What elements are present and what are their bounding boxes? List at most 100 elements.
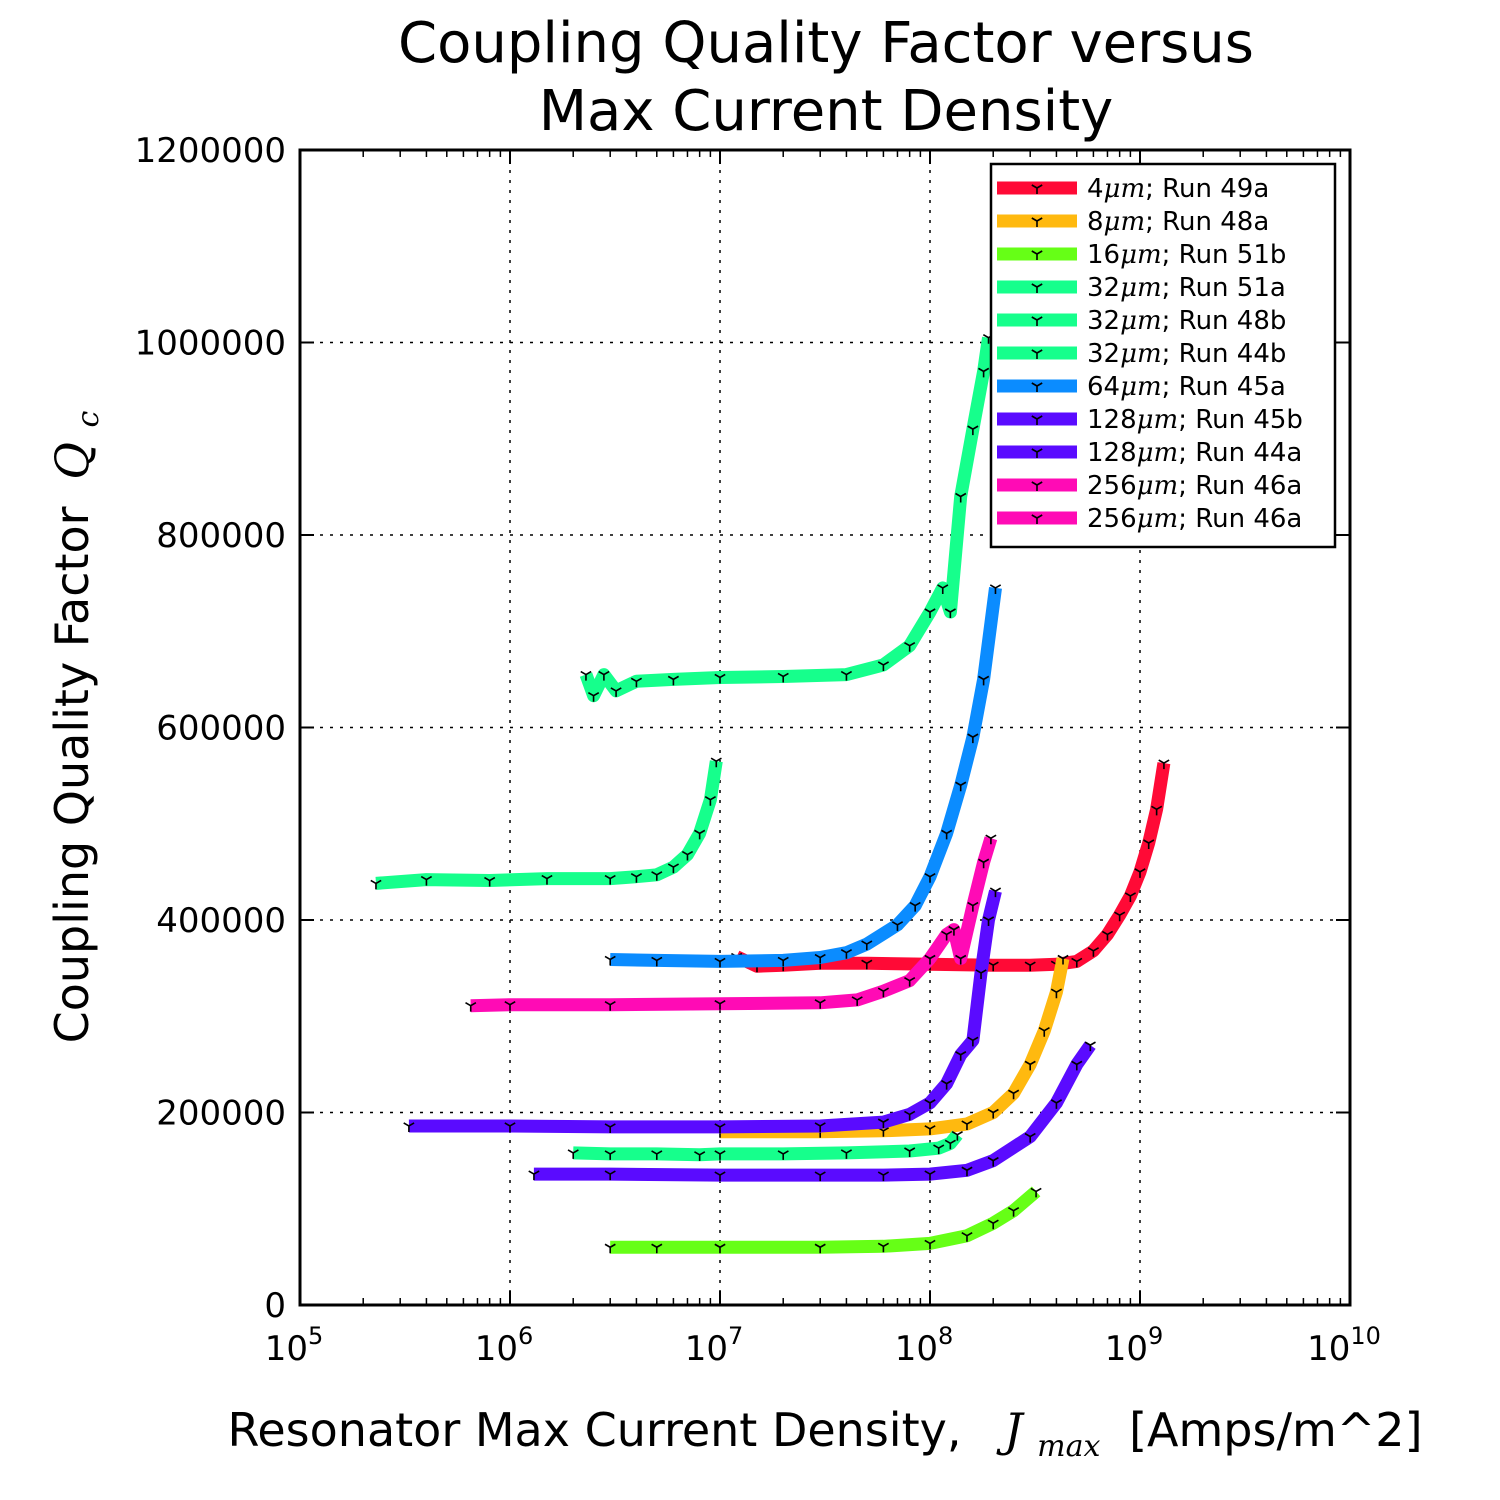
legend-label: 256μm; Run 46a <box>1087 504 1302 534</box>
legend-size: 4 <box>1087 174 1104 204</box>
series-5 <box>370 757 723 890</box>
data-point <box>1050 1099 1063 1109</box>
legend-size: 32 <box>1087 273 1120 303</box>
data-point <box>541 874 553 885</box>
legend-label: 32μm; Run 44b <box>1087 339 1286 369</box>
data-point <box>978 858 990 869</box>
legend-marker <box>1031 514 1043 524</box>
data-point <box>604 1150 616 1160</box>
legend-run: ; Run 44b <box>1162 339 1287 369</box>
legend-marker <box>1031 316 1043 326</box>
data-point <box>814 1122 826 1132</box>
y-axis-label: Coupling Quality Factor Q c <box>45 410 106 1043</box>
data-point <box>1114 911 1126 922</box>
data-point <box>1024 961 1036 972</box>
data-point <box>924 1239 936 1250</box>
data-point <box>987 1108 999 1119</box>
data-point <box>1151 805 1163 816</box>
legend-entry: 32μm; Run 48b <box>997 306 1286 336</box>
series-9 <box>528 1041 1096 1182</box>
data-point <box>987 1219 999 1230</box>
data-point <box>714 1171 726 1182</box>
data-point <box>604 874 616 885</box>
series-line <box>408 889 1002 1134</box>
legend-unit: μm <box>1120 306 1162 336</box>
series-line <box>579 336 995 703</box>
data-point <box>604 1123 616 1133</box>
x-tick-exponent: 7 <box>728 1322 743 1350</box>
data-point <box>1030 1187 1042 1198</box>
data-point <box>877 1171 890 1182</box>
data-point <box>924 1170 936 1181</box>
data-point <box>630 872 643 883</box>
data-point <box>975 969 987 979</box>
series-10 <box>465 834 998 1013</box>
data-point <box>951 1130 963 1141</box>
data-point <box>714 1150 726 1160</box>
data-point <box>694 1151 706 1161</box>
series-line <box>470 836 998 1013</box>
data-point <box>904 976 916 987</box>
x-tick-base: 10 <box>1105 1329 1148 1369</box>
data-point <box>840 1149 853 1159</box>
data-point <box>961 1120 973 1131</box>
legend-size: 128 <box>1087 438 1137 468</box>
data-point <box>1024 1060 1036 1071</box>
x-tick-base: 10 <box>475 1329 518 1369</box>
x-axis-label: Resonator Max Current Density, J max [Am… <box>227 1403 1422 1467</box>
legend-entry: 64μm; Run 45a <box>997 372 1286 402</box>
x-tick-base: 10 <box>685 1329 728 1369</box>
data-point <box>1007 1206 1020 1217</box>
y-axis-label-text: Coupling Quality Factor <box>45 506 99 1043</box>
data-point <box>987 1156 999 1167</box>
data-point <box>714 957 726 968</box>
legend-entry: 128μm; Run 45b <box>997 405 1303 435</box>
legend-unit: μm <box>1137 504 1179 534</box>
data-point <box>651 1243 663 1254</box>
legend-run: ; Run 48a <box>1145 207 1269 237</box>
legend-unit: μm <box>1137 405 1179 435</box>
legend-entry: 256μm; Run 46a <box>997 471 1302 501</box>
data-point <box>777 956 789 967</box>
data-point <box>924 1125 936 1135</box>
data-point <box>944 1139 956 1150</box>
legend-unit: μm <box>1137 438 1179 468</box>
data-point <box>877 661 890 671</box>
legend-size: 32 <box>1087 306 1120 336</box>
data-point <box>924 608 936 618</box>
x-tick-base: 10 <box>265 1329 308 1369</box>
legend-label: 16μm; Run 51b <box>1087 240 1286 270</box>
legend-unit: μm <box>1120 372 1162 402</box>
legend-run: ; Run 46a <box>1178 504 1302 534</box>
data-point <box>370 879 382 890</box>
data-point <box>961 1232 973 1242</box>
legend-entry: 128μm; Run 44a <box>997 438 1302 468</box>
legend-size: 8 <box>1087 207 1104 237</box>
legend-entry: 32μm; Run 51a <box>997 273 1286 303</box>
legend-run: ; Run 48b <box>1162 306 1287 336</box>
data-point <box>504 1001 516 1011</box>
x-tick-exponent: 9 <box>1148 1322 1163 1350</box>
y-tick-label: 800000 <box>156 516 286 556</box>
data-point <box>955 954 967 965</box>
data-point <box>967 733 979 744</box>
legend-size: 256 <box>1087 504 1137 534</box>
series-8 <box>403 887 1002 1134</box>
data-point <box>955 1051 967 1061</box>
x-tick-exponent: 6 <box>518 1322 533 1350</box>
legend-unit: μm <box>1104 207 1146 237</box>
x-tick-label: 106 <box>475 1322 534 1369</box>
series-6 <box>579 333 995 703</box>
legend-entry: 32μm; Run 44b <box>997 339 1286 369</box>
x-axis-label-subscript: max <box>1037 1429 1100 1464</box>
x-tick-label: 107 <box>685 1322 744 1369</box>
data-point <box>704 795 716 806</box>
x-tick-label: 109 <box>1105 1322 1164 1369</box>
legend-unit: μm <box>1120 273 1162 303</box>
legend-unit: μm <box>1104 174 1146 204</box>
data-point <box>909 901 921 912</box>
y-tick-label: 1200000 <box>135 131 286 171</box>
data-point <box>877 1118 890 1129</box>
legend-marker <box>1031 481 1043 491</box>
data-point <box>714 673 726 684</box>
